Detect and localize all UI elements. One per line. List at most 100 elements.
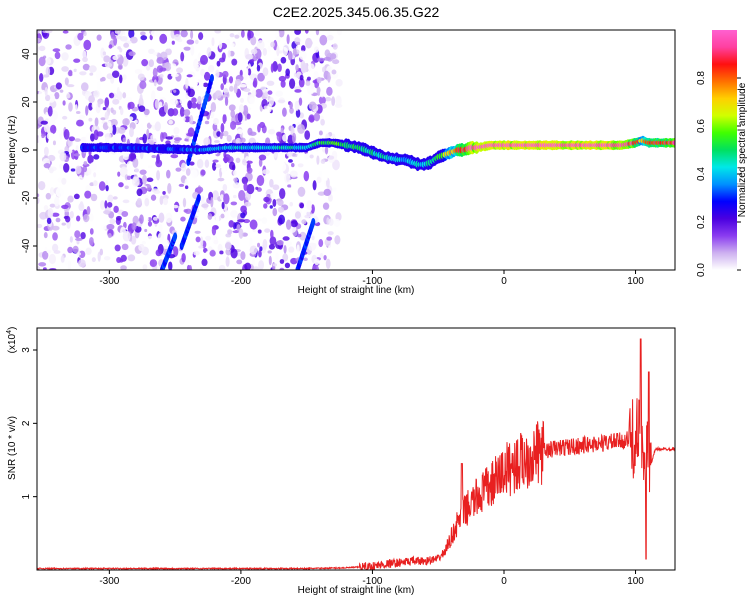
noise-blob [47, 207, 54, 218]
noise-blob [256, 174, 265, 186]
noise-blob [186, 132, 194, 137]
noise-blob [251, 258, 256, 266]
noise-blob [163, 101, 169, 113]
noise-blob [46, 217, 52, 224]
noise-blob [222, 70, 229, 78]
noise-blob [159, 195, 164, 206]
noise-blob [180, 116, 186, 122]
noise-blob [303, 93, 309, 97]
noise-blob [173, 89, 177, 93]
noise-blob [200, 68, 205, 77]
noise-blob [115, 215, 122, 221]
noise-blob [107, 194, 114, 203]
noise-blob [278, 30, 285, 38]
noise-blob [282, 107, 287, 117]
noise-blob [38, 134, 42, 146]
noise-blob [53, 250, 61, 254]
noise-blob [121, 210, 129, 218]
noise-blob [70, 168, 76, 172]
snr-y-multiplier: (x104) [6, 327, 18, 354]
noise-blob [206, 47, 212, 57]
noise-blob [283, 244, 287, 254]
noise-blob [276, 131, 282, 137]
noise-blob [152, 51, 158, 56]
noise-blob [278, 214, 286, 225]
noise-blob [222, 156, 230, 163]
noise-blob [161, 132, 168, 139]
noise-blob [295, 108, 301, 118]
noise-blob [258, 260, 265, 270]
noise-blob [272, 207, 278, 217]
noise-blob [140, 35, 148, 41]
noise-blob [162, 197, 169, 206]
noise-blob [212, 190, 219, 201]
noise-blob [69, 210, 74, 219]
noise-blob [220, 83, 224, 91]
noise-blob [61, 204, 69, 209]
noise-blob [60, 255, 65, 263]
noise-blob [47, 154, 56, 162]
colorbar-tick-label: 0.2 [696, 215, 707, 229]
noise-blob [147, 235, 154, 240]
noise-blob [223, 130, 229, 137]
noise-blob [57, 126, 62, 134]
noise-blob [291, 163, 295, 168]
noise-blob [65, 215, 71, 223]
noise-blob [153, 79, 157, 87]
noise-blob [45, 111, 49, 118]
noise-blob [42, 250, 49, 260]
noise-blob [299, 50, 307, 61]
noise-blob [128, 152, 135, 162]
noise-blob [276, 45, 280, 57]
noise-blob [123, 42, 130, 48]
noise-blob [49, 167, 54, 174]
noise-blob [242, 104, 249, 116]
snr-multiplier-prefix: (x10 [7, 333, 18, 353]
noise-blob [217, 181, 223, 188]
noise-blob [140, 31, 146, 36]
noise-blob [221, 201, 225, 210]
noise-blob [106, 73, 114, 80]
noise-blob [76, 251, 82, 256]
y-tick-label: 0 [21, 147, 32, 153]
noise-blob [304, 130, 311, 140]
x-tick-label: -200 [231, 576, 251, 587]
snr-x-label: Height of straight line (km) [298, 585, 415, 596]
noise-blob [187, 88, 195, 98]
noise-blob [327, 231, 334, 236]
noise-blob [93, 172, 97, 178]
noise-blob [330, 53, 337, 60]
noise-blob [203, 71, 211, 81]
noise-blob [213, 117, 219, 126]
noise-blob [221, 166, 226, 174]
noise-blob [294, 211, 301, 219]
noise-blob [256, 218, 263, 222]
noise-blob [336, 30, 343, 36]
noise-blob [256, 40, 265, 51]
noise-blob [185, 168, 191, 176]
noise-blob [91, 102, 97, 109]
noise-blob [198, 245, 204, 249]
noise-blob [212, 161, 217, 171]
noise-blob [151, 154, 157, 159]
noise-blob [147, 217, 152, 222]
noise-blob [240, 97, 244, 104]
noise-blob [318, 206, 322, 218]
y-tick-label: 1 [21, 493, 32, 499]
noise-blob [142, 264, 148, 270]
noise-blob [96, 80, 101, 92]
streak-blob [196, 194, 201, 202]
noise-blob [100, 47, 105, 59]
noise-blob [287, 184, 292, 188]
noise-blob [181, 252, 186, 263]
noise-blob [277, 199, 284, 207]
noise-blob [323, 224, 330, 233]
noise-blob [195, 212, 203, 217]
noise-blob [151, 90, 156, 102]
noise-blob [247, 127, 253, 136]
noise-blob [250, 36, 257, 46]
noise-blob [210, 102, 217, 113]
noise-blob [63, 163, 70, 173]
figure-title: C2E2.2025.345.06.35.G22 [273, 4, 440, 20]
noise-blob [282, 253, 289, 262]
